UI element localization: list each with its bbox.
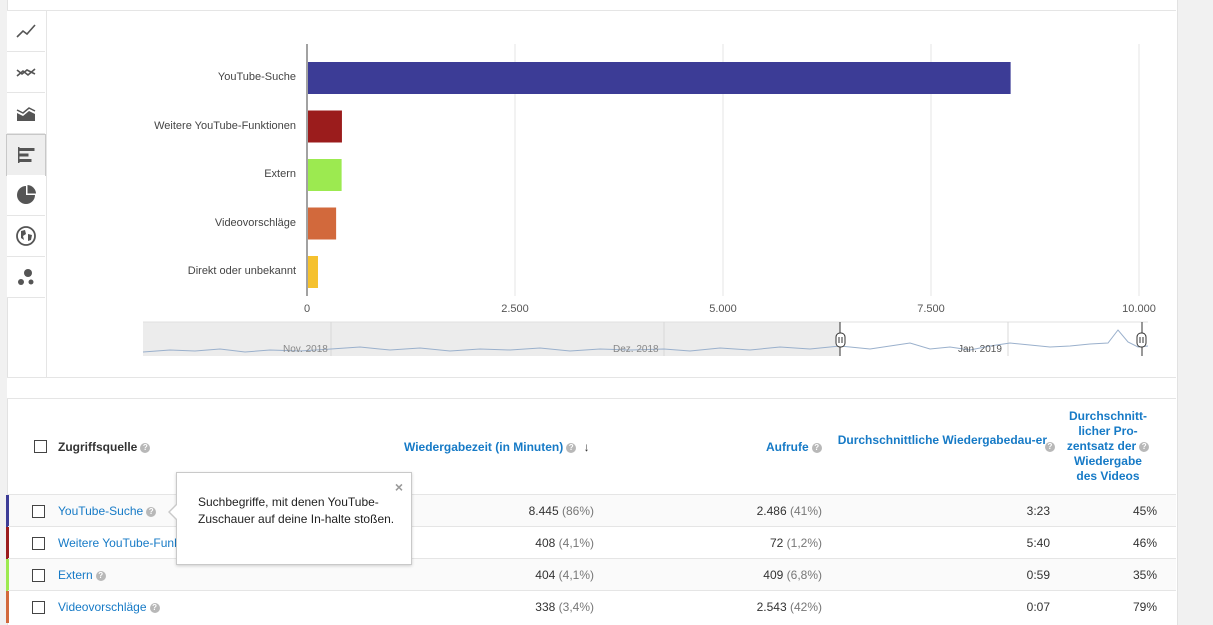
x-tick-label: 5.000 [709,303,737,315]
watchtime-cell: 338 (3,4%) [535,600,594,614]
bar-0[interactable] [308,62,1011,94]
close-icon[interactable]: × [394,479,403,495]
help-icon[interactable]: ? [140,442,151,453]
bar-4[interactable] [308,256,318,288]
views-cell: 2.486 (41%) [756,504,822,518]
top-divider [7,10,1176,11]
series-color-swatch [6,495,9,527]
watchtime-cell: 404 (4,1%) [535,568,594,582]
multi-line-chart-button[interactable] [7,52,45,93]
globe-map-icon [16,226,36,246]
column-header-watchtime[interactable]: Wiedergabezeit (in Minuten)? ↓ [404,440,590,454]
timeline-label-jan: Jan. 2019 [958,344,1002,355]
bar-chart-icon [18,147,35,163]
bar-chart-svg [306,44,1140,296]
table-row: Videovorschläge? 338 (3,4%) 2.543 (42%) 0:0… [6,590,1176,623]
category-label: Weitere YouTube-Funktionen [154,119,296,132]
table-header: Zugriffsquelle? Wiedergabezeit (in Minut… [8,399,1176,494]
bar-chart-button[interactable] [6,134,46,176]
timeline-navigator[interactable] [0,0,1213,380]
pie-chart-icon [17,185,36,204]
bar-3[interactable] [308,207,337,240]
bar-1[interactable] [308,110,342,143]
bar-2[interactable] [308,159,342,191]
category-label: Videovorschläge [214,216,296,229]
views-cell: 72 (1,2%) [769,536,822,550]
row-checkbox[interactable] [32,537,45,550]
series-color-swatch [6,591,9,623]
column-header-avg-percentage[interactable]: Durchschnitt- licher Pro- zentsatz der? … [1058,409,1158,484]
x-tick-label: 0 [303,303,311,315]
column-header-views[interactable]: Aufrufe? [766,440,822,454]
chart-type-toolbar [6,11,47,377]
row-checkbox[interactable] [32,505,45,518]
watchtime-cell: 8.445 (86%) [528,504,594,518]
duration-cell: 3:23 [1026,504,1050,518]
help-icon[interactable]: ? [146,506,157,517]
chart-divider [7,377,1176,378]
column-header-source[interactable]: Zugriffsquelle? [58,440,151,454]
line-chart-icon [16,24,36,38]
bubble-chart-icon [18,269,34,285]
percentage-cell: 79% [1132,600,1157,614]
duration-cell: 0:07 [1026,600,1050,614]
category-label: Extern [264,168,296,180]
views-cell: 2.543 (42%) [756,600,822,614]
series-color-swatch [6,559,9,591]
percentage-cell: 46% [1132,536,1157,550]
sort-down-arrow-icon: ↓ [583,440,590,454]
row-checkbox[interactable] [32,569,45,582]
table-top-divider [7,398,1176,399]
select-all-checkbox[interactable] [34,440,47,453]
multi-line-chart-icon [16,68,36,77]
category-label: Direkt oder unbekannt [187,265,296,277]
x-tick-label: 7.500 [917,303,945,315]
category-label: YouTube-Suche [217,71,296,83]
help-icon[interactable]: ? [149,602,160,613]
map-button[interactable] [7,216,45,257]
row-checkbox[interactable] [32,601,45,614]
source-link[interactable]: Videovorschläge? [58,600,160,614]
bubble-chart-button[interactable] [7,257,45,298]
pie-chart-button[interactable] [7,175,45,216]
area-chart-button[interactable] [7,93,45,134]
percentage-cell: 45% [1132,504,1157,518]
line-chart-button[interactable] [7,11,45,52]
views-cell: 409 (6,8%) [763,568,822,582]
help-icon[interactable]: ? [95,570,106,581]
help-icon[interactable]: ? [811,442,822,453]
column-header-avg-duration[interactable]: Durchschnittliche Wiedergabedau-er [837,433,1047,447]
x-tick-label: 10.000 [1122,303,1156,315]
series-color-swatch [6,527,9,559]
duration-cell: 5:40 [1026,536,1050,550]
source-link[interactable]: YouTube-Suche? [58,504,157,518]
percentage-cell: 35% [1132,568,1157,582]
watchtime-cell: 408 (4,1%) [535,536,594,550]
duration-cell: 0:59 [1026,568,1050,582]
spacer [7,378,1176,398]
bar-chart: YouTube-Suche Weitere YouTube-Funktionen E… [0,0,1213,380]
help-icon[interactable]: ? [566,442,577,453]
help-icon[interactable]: ? [1045,442,1055,452]
tooltip-text: Suchbegriffe, mit denen YouTube-Zuschaue… [198,495,395,526]
source-link[interactable]: Extern? [58,568,106,582]
timeline-label-dec: Dez. 2018 [613,344,659,355]
help-tooltip: × Suchbegriffe, mit denen YouTube-Zuscha… [168,472,412,565]
help-icon[interactable]: ? [1139,441,1150,452]
timeline-label-nov: Nov. 2018 [283,344,328,355]
x-tick-label: 2.500 [501,303,529,315]
area-chart-icon [16,107,36,121]
